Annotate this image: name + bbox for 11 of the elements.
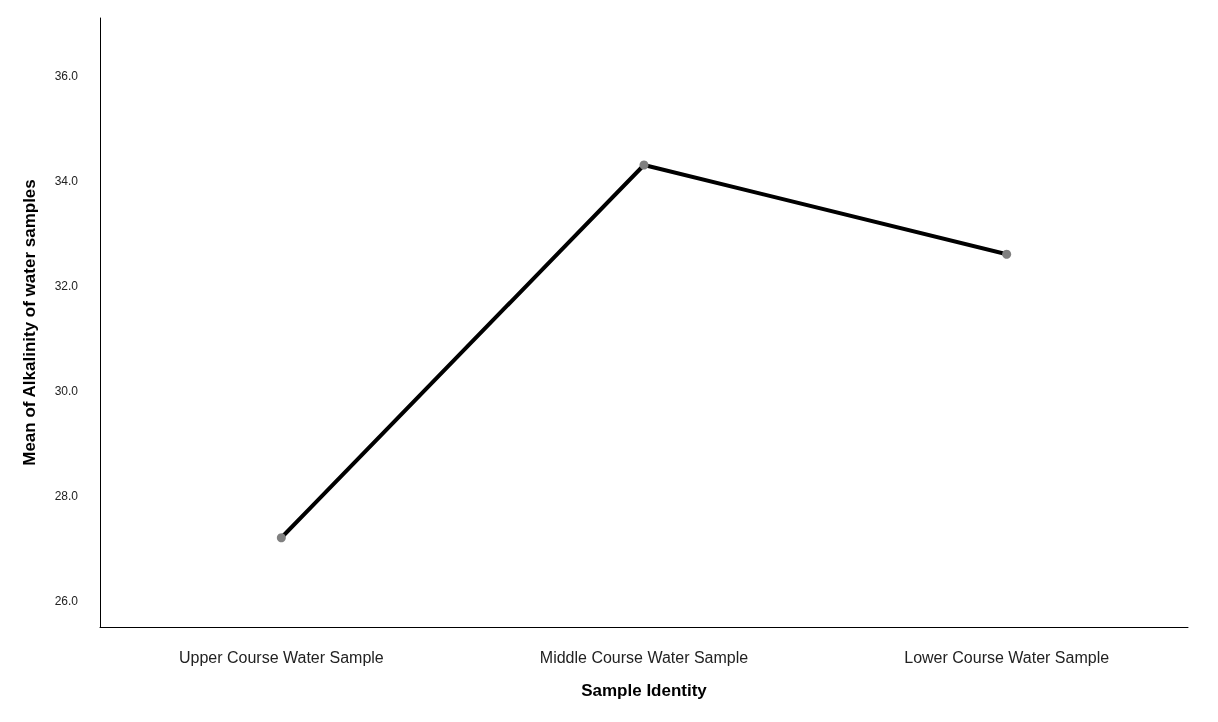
y-tick-label: 32.0 — [54, 278, 79, 293]
y-tick-label: 36.0 — [54, 68, 79, 83]
y-axis-title: Mean of Alkalinity of water samples — [20, 179, 39, 466]
y-tick-label: 34.0 — [54, 173, 79, 188]
x-tick-label: Lower Course Water Sample — [904, 648, 1110, 666]
y-tick-label: 30.0 — [54, 383, 79, 398]
x-tick-label: Upper Course Water Sample — [178, 648, 384, 666]
y-tick-label: 28.0 — [54, 488, 79, 503]
x-tick-label: Middle Course Water Sample — [539, 648, 749, 666]
x-axis-title: Sample Identity — [581, 681, 708, 700]
y-tick-label: 26.0 — [54, 593, 79, 608]
